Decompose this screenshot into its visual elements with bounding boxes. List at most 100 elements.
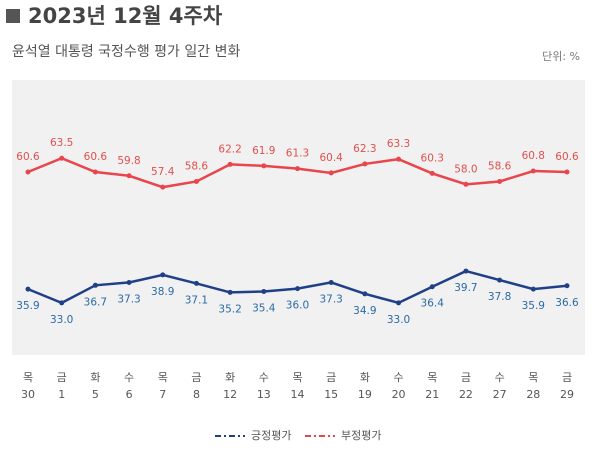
- data-point: [193, 280, 199, 286]
- x-tick-weekday: 목: [158, 371, 168, 384]
- data-point: [59, 155, 65, 161]
- x-tick-weekday: 수: [124, 371, 134, 384]
- data-point: [328, 170, 334, 176]
- data-label: 58.0: [454, 163, 477, 175]
- x-tick-weekday: 수: [259, 371, 269, 384]
- data-label: 60.6: [555, 151, 579, 163]
- data-label: 35.9: [16, 300, 39, 312]
- x-tick-weekday: 수: [394, 371, 404, 384]
- x-tick-weekday: 화: [360, 371, 370, 384]
- x-tick-weekday: 목: [427, 371, 437, 384]
- data-label: 60.6: [84, 151, 108, 163]
- data-label: 58.6: [185, 160, 209, 172]
- data-label: 37.3: [117, 293, 140, 305]
- data-label: 60.6: [16, 151, 40, 163]
- data-label: 38.9: [151, 286, 174, 298]
- x-tick-label: 30: [21, 388, 35, 401]
- data-label: 61.3: [286, 148, 309, 160]
- data-point: [193, 178, 199, 184]
- x-tick-label: 1: [58, 388, 65, 401]
- x-tick-weekday: 목: [528, 371, 538, 384]
- x-tick-label: 20: [392, 388, 406, 401]
- x-tick-weekday: 목: [292, 371, 302, 384]
- data-label: 37.8: [488, 291, 511, 303]
- x-tick-weekday: 금: [326, 371, 336, 384]
- x-tick-label: 12: [223, 388, 237, 401]
- data-point: [92, 282, 98, 288]
- chart-subtitle: 윤석열 대통령 국정수행 평가 일간 변화: [12, 44, 240, 60]
- data-label: 61.9: [252, 145, 275, 157]
- data-label: 33.0: [387, 314, 410, 326]
- data-point: [429, 284, 435, 290]
- x-tick-label: 22: [459, 388, 473, 401]
- data-point: [463, 268, 469, 274]
- data-label: 35.9: [522, 300, 545, 312]
- data-label: 36.7: [84, 296, 107, 308]
- data-point: [261, 163, 267, 169]
- x-tick-label: 7: [159, 388, 166, 401]
- data-label: 60.4: [319, 152, 343, 164]
- data-label: 57.4: [151, 166, 175, 178]
- data-label: 33.0: [50, 314, 73, 326]
- x-tick-label: 27: [493, 388, 507, 401]
- plot-background: [12, 80, 585, 355]
- data-point: [160, 184, 166, 190]
- x-tick-weekday: 금: [191, 371, 201, 384]
- data-label: 36.6: [555, 297, 579, 309]
- legend-label: 긍정평가: [251, 429, 291, 442]
- data-label: 63.5: [50, 137, 73, 149]
- data-point: [564, 283, 570, 289]
- unit-label: 단위: %: [542, 50, 580, 63]
- data-label: 60.3: [421, 152, 444, 164]
- x-tick-label: 13: [257, 388, 271, 401]
- data-point: [463, 181, 469, 187]
- data-label: 58.6: [488, 160, 512, 172]
- data-label: 37.1: [185, 294, 208, 306]
- data-point: [530, 168, 536, 174]
- data-point: [25, 169, 31, 175]
- x-tick-weekday: 금: [461, 371, 471, 384]
- x-tick-label: 14: [291, 388, 305, 401]
- data-label: 62.2: [218, 143, 241, 155]
- data-point: [126, 173, 132, 179]
- x-tick-weekday: 화: [90, 371, 100, 384]
- data-label: 34.9: [353, 305, 376, 317]
- data-point: [261, 288, 267, 294]
- x-tick-label: 29: [560, 388, 574, 401]
- x-tick-label: 21: [425, 388, 439, 401]
- x-tick-label: 5: [92, 388, 99, 401]
- x-tick-label: 28: [526, 388, 540, 401]
- data-point: [429, 170, 435, 176]
- data-point: [126, 279, 132, 285]
- data-point: [295, 166, 300, 172]
- x-tick-label: 19: [358, 388, 372, 401]
- title-marker: [6, 9, 20, 23]
- x-tick-label: 6: [126, 388, 133, 401]
- data-point: [362, 161, 368, 167]
- data-label: 62.3: [353, 143, 376, 155]
- data-point: [59, 300, 65, 306]
- data-point: [564, 169, 570, 175]
- x-tick-weekday: 목: [23, 371, 33, 384]
- data-point: [25, 286, 31, 292]
- data-label: 35.2: [218, 303, 241, 315]
- data-label: 35.4: [252, 302, 276, 314]
- data-point: [295, 286, 300, 292]
- data-label: 39.7: [454, 282, 477, 294]
- data-point: [362, 291, 368, 297]
- x-tick-weekday: 수: [495, 371, 505, 384]
- data-point: [497, 178, 503, 184]
- x-tick-weekday: 화: [225, 371, 235, 384]
- data-label: 60.8: [522, 150, 545, 162]
- data-point: [227, 161, 233, 167]
- x-tick-label: 8: [193, 388, 200, 401]
- data-point: [396, 300, 402, 306]
- x-tick-weekday: 금: [562, 371, 572, 384]
- x-tick-label: 15: [324, 388, 338, 401]
- data-point: [328, 279, 334, 285]
- legend-label: 부정평가: [341, 429, 381, 442]
- data-label: 63.3: [387, 138, 410, 150]
- data-label: 36.4: [421, 298, 445, 310]
- data-point: [497, 277, 503, 283]
